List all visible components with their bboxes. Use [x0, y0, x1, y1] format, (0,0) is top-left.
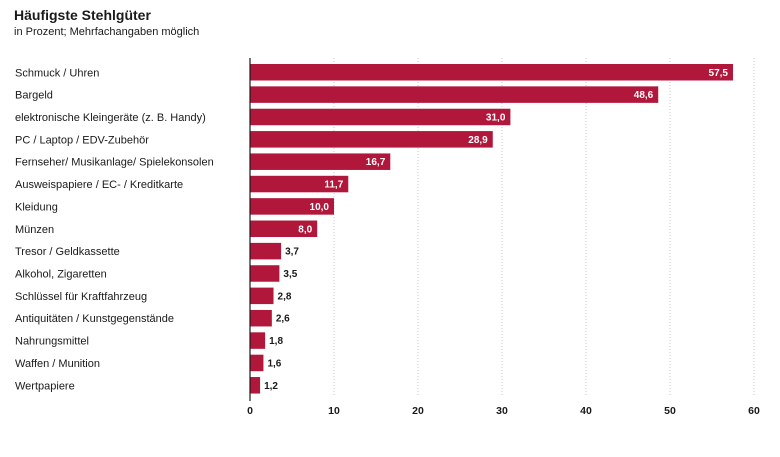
category-label: elektronische Kleingeräte (z. B. Handy): [15, 112, 206, 124]
value-label: 1,6: [267, 358, 281, 369]
bar: [250, 198, 334, 215]
category-label: Ausweispapiere / EC- / Kreditkarte: [15, 179, 183, 191]
bar: [250, 153, 391, 170]
category-label: Waffen / Munition: [15, 358, 100, 370]
value-label: 2,8: [278, 291, 292, 302]
bar: [250, 287, 274, 305]
value-label: 3,7: [285, 247, 299, 258]
bar: [250, 175, 349, 193]
bar: [250, 220, 318, 238]
category-label: Tresor / Geldkassette: [15, 246, 120, 258]
bar: [250, 86, 659, 103]
value-label: 16,7: [366, 157, 386, 168]
category-label: Nahrungsmittel: [15, 336, 89, 348]
x-tick-label: 10: [328, 405, 340, 417]
bar: [250, 265, 280, 282]
category-label: Kleidung: [15, 201, 58, 213]
value-label: 11,7: [324, 180, 343, 191]
value-label: 3,5: [283, 269, 297, 280]
x-tick-label: 40: [580, 405, 592, 417]
x-tick-label: 60: [748, 405, 760, 417]
category-label: Fernseher/ Musikanlage/ Spielekonsolen: [15, 157, 214, 169]
value-label: 48,6: [634, 90, 654, 101]
bar: [250, 64, 733, 81]
bar: [250, 332, 266, 349]
value-label: 10,0: [310, 202, 330, 213]
x-tick-label: 50: [664, 405, 676, 417]
x-tick-label: 20: [412, 405, 424, 417]
bar: [250, 131, 493, 148]
category-label: Wertpapiere: [15, 380, 75, 392]
x-tick-label: 0: [247, 405, 253, 417]
value-label: 57,5: [709, 68, 729, 79]
category-label: Antiquitäten / Kunstgegenstände: [15, 313, 174, 325]
chart-subtitle: in Prozent; Mehrfachangaben möglich: [14, 26, 200, 38]
bar: [250, 354, 264, 372]
bar: [250, 108, 511, 126]
bar: [250, 309, 272, 327]
value-label: 8,0: [298, 224, 312, 235]
value-label: 28,9: [468, 135, 488, 146]
value-label: 1,2: [264, 381, 278, 392]
category-label: Münzen: [15, 224, 54, 236]
category-label: PC / Laptop / EDV-Zubehör: [15, 134, 149, 146]
value-label: 31,0: [486, 112, 506, 123]
category-label: Schmuck / Uhren: [15, 67, 99, 79]
value-label: 2,6: [276, 314, 290, 325]
value-label: 1,8: [269, 336, 283, 347]
bar: [250, 242, 282, 260]
x-tick-label: 30: [496, 405, 508, 417]
category-label: Bargeld: [15, 90, 53, 102]
category-label: Alkohol, Zigaretten: [15, 268, 107, 280]
category-label: Schlüssel für Kraftfahrzeug: [15, 291, 147, 303]
chart-title: Häufigste Stehlgüter: [14, 7, 151, 23]
bar: [250, 377, 261, 394]
